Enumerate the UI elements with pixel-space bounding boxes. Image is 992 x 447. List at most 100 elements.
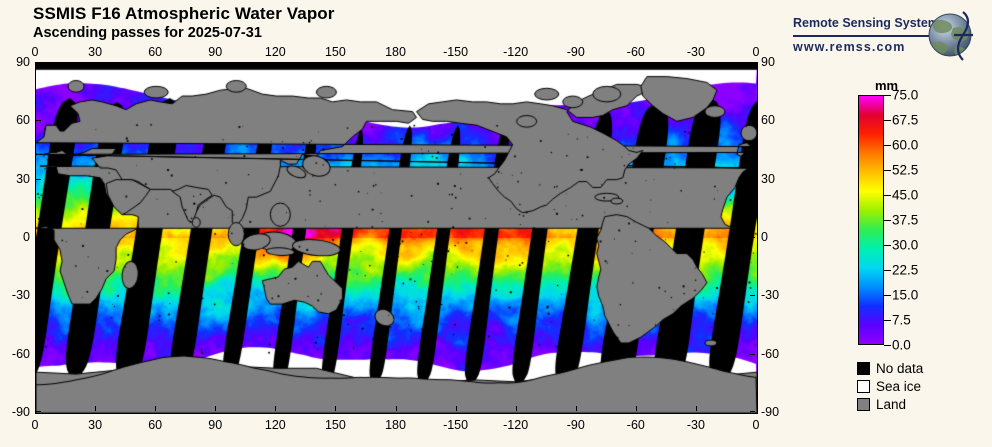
colorbar-tick [884, 220, 891, 221]
axis-tick [155, 63, 157, 68]
map-data-layer [36, 63, 757, 413]
lon-tick-label-bottom: 0 [31, 418, 39, 432]
lon-tick-label-top: -60 [626, 45, 645, 59]
legend-label: Sea ice [876, 379, 922, 394]
logo-divider [793, 35, 931, 37]
colorbar-tick [884, 245, 891, 246]
colorbar-tick-label: 75.0 [892, 87, 919, 103]
axis-tick [36, 295, 41, 297]
lat-tick-label-right: -30 [761, 288, 780, 303]
lat-tick-label-left: 60 [16, 113, 30, 128]
lon-tick-label-top: 180 [385, 45, 406, 59]
colorbar-tick [884, 320, 891, 321]
lon-tick-label-top: 0 [31, 45, 39, 59]
axis-tick [750, 295, 755, 297]
lon-tick-label-bottom: 120 [264, 418, 286, 432]
axis-tick [750, 62, 755, 63]
axis-tick [455, 63, 457, 68]
lat-tick-label-left: -90 [11, 405, 30, 419]
colorbar-tick-label: 60.0 [892, 137, 919, 153]
globe-icon [928, 11, 973, 61]
colorbar-tick-label: 30.0 [892, 237, 919, 253]
colorbar-unit-label: mm [875, 78, 899, 93]
colorbar-tick-label: 37.5 [892, 212, 919, 228]
lat-tick-label-right: -90 [761, 405, 780, 419]
lat-tick-label-left: 30 [16, 171, 30, 186]
colorbar-tick [884, 120, 891, 121]
colorbar-tick-label: 45.0 [892, 187, 919, 203]
axis-tick [515, 406, 517, 411]
lon-tick-label-bottom: 60 [148, 418, 163, 432]
lon-tick-label-bottom: -30 [686, 418, 705, 432]
lat-tick-label-left: -30 [11, 288, 30, 303]
colorbar-tick [884, 295, 891, 296]
axis-tick [335, 63, 337, 68]
lat-tick-label-right: 0 [761, 230, 768, 244]
axis-tick [695, 406, 697, 411]
axis-tick [455, 406, 457, 411]
lon-tick-label-bottom: -120 [503, 418, 529, 432]
colorbar-tick [884, 145, 891, 146]
axis-tick [95, 63, 97, 68]
axis-tick [395, 63, 397, 68]
axis-tick [36, 120, 41, 122]
axis-tick [515, 63, 517, 68]
axis-tick [575, 63, 577, 68]
axis-tick [750, 411, 755, 412]
lon-tick-label-top: 90 [208, 45, 223, 59]
axis-tick [395, 406, 397, 411]
lon-tick-label-top: 60 [148, 45, 163, 59]
colorbar-tick-label: 0.0 [892, 337, 911, 353]
lat-tick-label-right: 90 [761, 55, 775, 69]
axis-tick [36, 353, 41, 355]
axis-tick [275, 63, 277, 68]
colorbar-gradient [858, 95, 884, 345]
lat-tick-label-left: 0 [23, 230, 30, 244]
legend-swatch [857, 398, 870, 411]
lon-tick-label-bottom: 0 [752, 418, 760, 432]
colorbar-tick-label: 67.5 [892, 112, 919, 128]
axis-tick [215, 63, 217, 68]
lat-tick-label-left: -60 [11, 346, 30, 361]
axis-tick [750, 120, 755, 122]
colorbar[interactable] [858, 95, 884, 345]
lon-tick-label-top: -120 [503, 45, 529, 59]
legend-item: Sea ice [857, 378, 923, 395]
remss-logo: Remote Sensing Systems www.remss.com [793, 8, 988, 64]
axis-tick [275, 406, 277, 411]
legend-label: No data [876, 361, 924, 376]
axis-tick [695, 63, 697, 68]
axis-tick [575, 406, 577, 411]
axis-tick [36, 237, 41, 238]
colorbar-tick-label: 52.5 [892, 162, 919, 178]
lon-tick-label-bottom: 30 [88, 418, 103, 432]
colorbar-tick [884, 270, 891, 271]
axis-tick [335, 406, 337, 411]
lon-tick-label-bottom: 150 [324, 418, 346, 432]
lon-tick-label-bottom: 180 [385, 418, 406, 432]
colorbar-tick-label: 22.5 [892, 262, 919, 278]
axis-tick [36, 178, 41, 180]
colorbar-tick-label: 15.0 [892, 287, 919, 303]
axis-tick [750, 178, 755, 180]
lon-tick-label-bottom: 90 [208, 418, 223, 432]
lon-tick-label-top: -90 [566, 45, 585, 59]
axis-tick [750, 237, 755, 238]
axis-tick [750, 353, 755, 355]
colorbar-tick [884, 170, 891, 171]
lon-tick-label-top: -150 [443, 45, 469, 59]
legend-item: No data [857, 360, 923, 377]
colorbar-tick-label: 7.5 [892, 312, 911, 328]
axis-tick [36, 62, 41, 63]
axis-tick [635, 406, 637, 411]
axis-tick [95, 406, 97, 411]
lon-tick-label-bottom: -60 [626, 418, 645, 432]
lat-tick-label-right: 60 [761, 113, 775, 128]
axis-tick [215, 406, 217, 411]
lon-tick-label-top: 0 [752, 45, 760, 59]
lon-tick-label-top: 150 [324, 45, 346, 59]
world-map-heatmap[interactable] [35, 62, 758, 414]
axis-tick [635, 63, 637, 68]
page-subtitle: Ascending passes for 2025-07-31 [33, 25, 262, 41]
